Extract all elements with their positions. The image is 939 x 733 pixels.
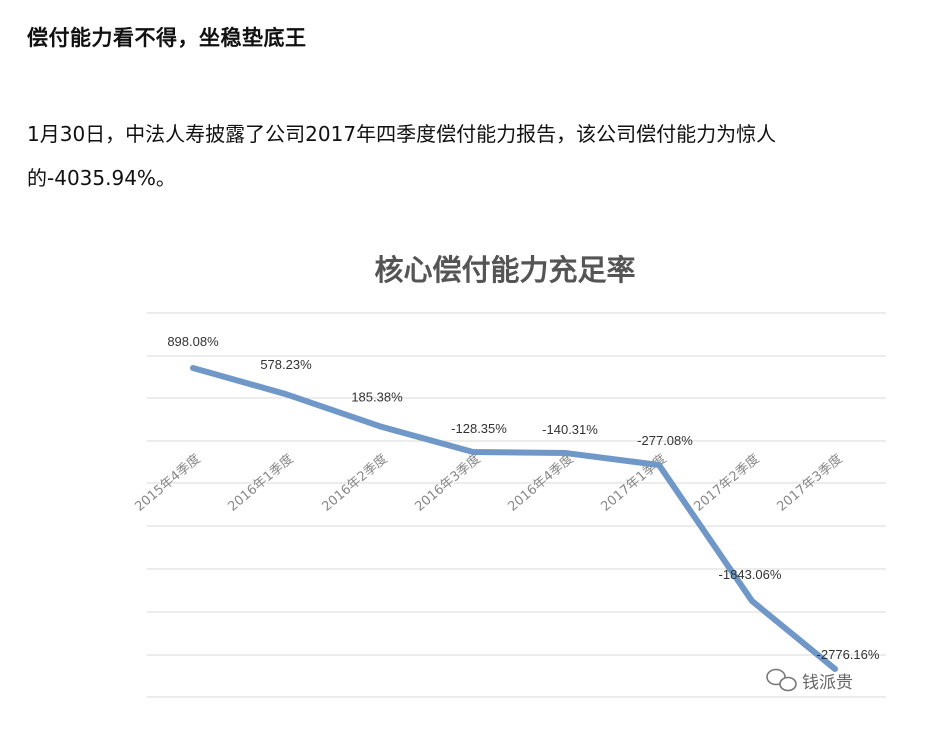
data-label: -128.35% — [451, 421, 507, 436]
series-line — [190, 365, 838, 672]
watermark: 钱派贵 — [766, 668, 853, 693]
data-label: 185.38% — [351, 389, 403, 404]
series-polyline — [190, 365, 838, 672]
data-label: -140.31% — [542, 422, 598, 437]
data-label: -1843.06% — [719, 567, 782, 582]
data-label: 578.23% — [260, 357, 312, 372]
watermark-text: 钱派贵 — [802, 673, 853, 693]
data-labels: 898.08% 578.23% 185.38% -128.35% -140.31% -27… — [167, 334, 880, 662]
chart-title: 核心偿付能力充足率 — [374, 253, 635, 287]
data-label: 898.08% — [167, 334, 219, 349]
wechat-icon — [766, 668, 797, 692]
data-label: -2776.16% — [817, 647, 880, 662]
data-label: -277.08% — [637, 433, 693, 448]
grid-lines — [147, 312, 886, 698]
article-paragraph: 1月30日，中法人寿披露了公司2017年四季度偿付能力报告，该公司偿付能力为惊人… — [27, 122, 777, 190]
chart-area — [120, 232, 896, 712]
article-headline: 偿付能力看不得，坐稳垫底王 — [27, 26, 307, 50]
